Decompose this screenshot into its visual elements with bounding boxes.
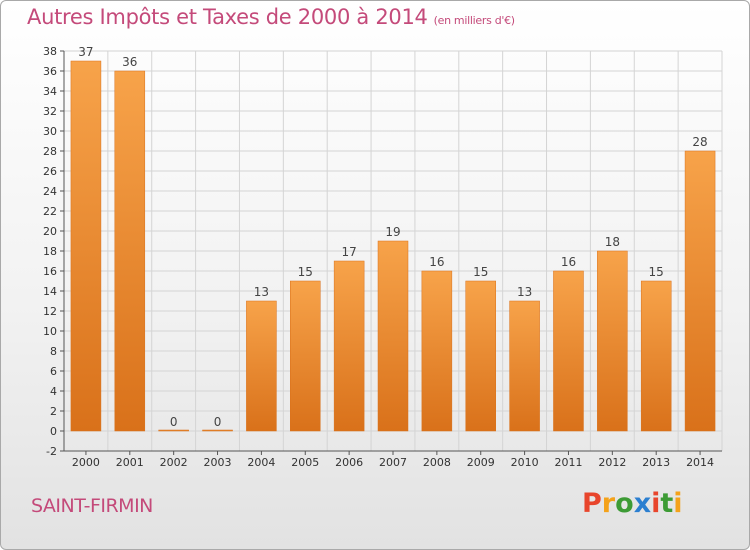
y-tick-label: 12	[43, 305, 57, 318]
brand-letter: P	[582, 488, 602, 519]
y-tick-label: 32	[43, 105, 57, 118]
x-tick-label-2008: 2008	[423, 456, 451, 469]
value-label-2010: 13	[517, 285, 532, 299]
y-tick-label: 18	[43, 245, 57, 258]
brand-letter: x	[633, 488, 652, 519]
bar-2010	[509, 300, 540, 432]
value-label-2005: 15	[298, 265, 313, 279]
x-tick-label-2001: 2001	[116, 456, 144, 469]
x-tick-label-2009: 2009	[467, 456, 495, 469]
bar-2009	[465, 280, 496, 432]
value-label-2012: 18	[605, 235, 620, 249]
y-tick-label: 14	[43, 285, 57, 298]
bar-2005	[290, 280, 321, 432]
x-tick-label-2006: 2006	[335, 456, 363, 469]
value-label-2002: 0	[170, 415, 178, 429]
value-label-2006: 17	[341, 245, 356, 259]
bar-2011	[553, 270, 584, 432]
bar-2013	[640, 280, 672, 432]
y-tick-label: 8	[50, 345, 57, 358]
x-tick-label-2004: 2004	[247, 456, 275, 469]
x-tick-label-2005: 2005	[291, 456, 319, 469]
commune-name: SAINT-FIRMIN	[31, 495, 153, 517]
value-label-2009: 15	[473, 265, 488, 279]
x-tick-label-2002: 2002	[160, 456, 188, 469]
x-tick-label-2003: 2003	[204, 456, 232, 469]
brand-letter: i	[651, 488, 661, 519]
chart-title-text: Autres Impôts et Taxes de 2000 à 2014	[27, 5, 428, 29]
bar-2002	[158, 429, 189, 432]
bar-2004	[246, 300, 277, 432]
y-tick-label: 22	[43, 205, 57, 218]
y-tick-label: 38	[43, 45, 57, 58]
bar-2014	[684, 150, 716, 432]
x-tick-label-2011: 2011	[554, 456, 582, 469]
brand-letter: r	[601, 488, 616, 519]
value-label-2003: 0	[214, 415, 222, 429]
y-tick-label: 16	[43, 265, 57, 278]
x-tick-label-2014: 2014	[686, 456, 714, 469]
bar-2012	[597, 250, 628, 432]
brand-logo: Proxiti	[582, 488, 683, 519]
brand-letter: o	[615, 488, 634, 519]
value-label-2004: 13	[254, 285, 269, 299]
brand-letter: t	[660, 488, 674, 519]
value-label-2013: 15	[649, 265, 664, 279]
value-label-2001: 36	[122, 55, 137, 69]
y-tick-label: 10	[43, 325, 57, 338]
chart-title: Autres Impôts et Taxes de 2000 à 2014 (en…	[27, 5, 515, 29]
bar-2006	[333, 260, 365, 432]
y-tick-label: 30	[43, 125, 57, 138]
y-tick-label: -2	[46, 445, 57, 458]
value-labels: 37 36 0 0 13 15 17 19 16 15 13 16 18 15 28	[78, 45, 707, 429]
y-tick-label: 2	[50, 405, 57, 418]
x-tick-label-2013: 2013	[642, 456, 670, 469]
chart-title-unit: (en milliers d'€)	[433, 14, 515, 27]
bar-2008	[421, 270, 453, 432]
y-tick-label: 24	[43, 185, 57, 198]
value-label-2000: 37	[78, 45, 93, 59]
y-tick-label: 26	[43, 165, 57, 178]
x-tick-label-2010: 2010	[511, 456, 539, 469]
value-label-2014: 28	[692, 135, 707, 149]
y-tick-label: 4	[50, 385, 57, 398]
value-label-2011: 16	[561, 255, 576, 269]
axes: -202468101214161820222426283032343638200…	[43, 45, 722, 469]
bar-2003	[202, 429, 233, 432]
y-tick-label: 6	[50, 365, 57, 378]
y-tick-label: 34	[43, 85, 57, 98]
value-label-2007: 19	[385, 225, 400, 239]
y-tick-label: 0	[50, 425, 57, 438]
bar-2007	[377, 240, 409, 432]
y-tick-label: 36	[43, 65, 57, 78]
x-tick-label-2007: 2007	[379, 456, 407, 469]
bar-2000	[70, 60, 102, 432]
brand-letter: i	[673, 488, 683, 519]
value-label-2008: 16	[429, 255, 444, 269]
bar-2001	[114, 70, 146, 432]
y-tick-label: 20	[43, 225, 57, 238]
x-tick-label-2000: 2000	[72, 456, 100, 469]
x-tick-label-2012: 2012	[598, 456, 626, 469]
y-tick-label: 28	[43, 145, 57, 158]
bars	[70, 60, 716, 432]
